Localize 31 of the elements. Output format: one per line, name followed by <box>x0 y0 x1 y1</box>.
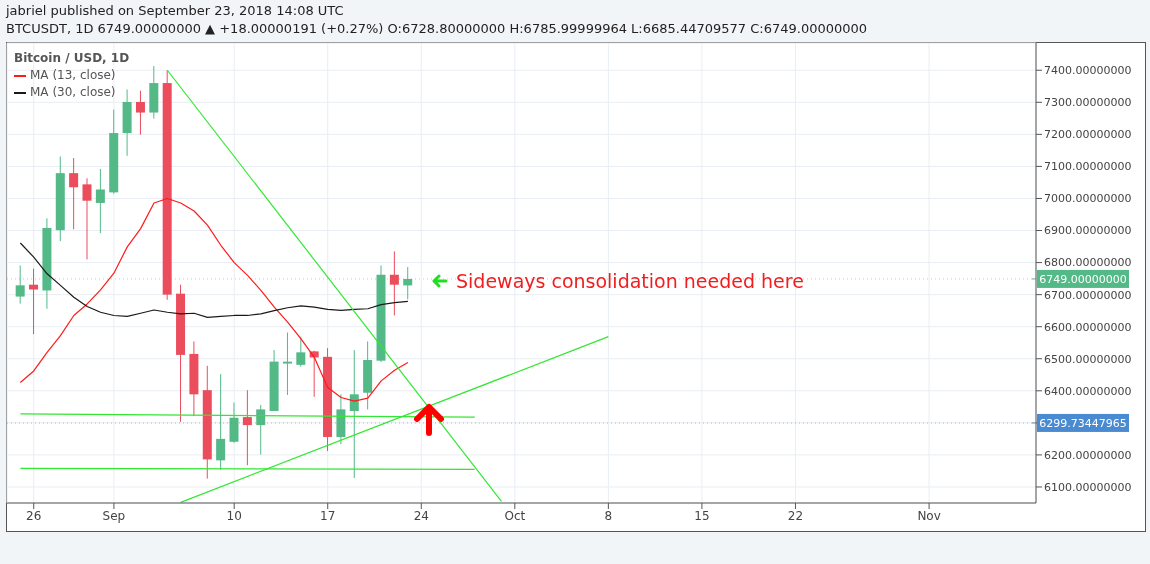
ref-line-label: 6749.00000000 <box>1039 272 1127 286</box>
annotation: Sideways consolidation needed here <box>456 270 804 292</box>
y-tick-label: 7400.00000000 <box>1044 64 1132 78</box>
x-tick-label: 10 <box>226 508 242 523</box>
x-tick-label: 8 <box>604 508 613 523</box>
y-tick-label: 7300.00000000 <box>1044 96 1132 110</box>
ref-line-label: 6299.73447965 <box>1039 416 1127 430</box>
y-tick-label: 6600.00000000 <box>1044 320 1132 334</box>
x-tick-label: 22 <box>787 508 804 523</box>
x-tick-label: 15 <box>694 508 710 523</box>
y-tick-label: 6900.00000000 <box>1044 224 1132 238</box>
legend-label: MA (13, close) <box>29 67 117 84</box>
x-tick-label: 17 <box>320 508 336 523</box>
y-tick-label: 6200.00000000 <box>1044 448 1132 462</box>
y-tick-label: 7100.00000000 <box>1044 160 1132 174</box>
x-tick-label: Oct <box>504 508 526 523</box>
y-tick-label: 6500.00000000 <box>1044 352 1132 366</box>
text: Bitcoin / USD, 1D <box>14 50 130 67</box>
y-tick-label: 6100.00000000 <box>1044 480 1132 494</box>
x-tick-label: 26 <box>26 508 42 523</box>
y-tick-label: 7200.00000000 <box>1044 128 1132 142</box>
y-tick-label: 6700.00000000 <box>1044 288 1132 302</box>
text: jabriel published on September 23, 2018 14:08 UTC <box>6 3 344 18</box>
x-tick-label: Sep <box>102 508 126 523</box>
y-tick-label: 7000.00000000 <box>1044 192 1132 206</box>
chart-subtitle: BTCUSDT, 1D 6749.00000000 ▲ +18.00000191 (+0.27%) O:6728.80000000 H:6785.99999964 L:6685.44709577 C:6749.00000000 <box>6 21 868 36</box>
y-tick-label: 6800.00000000 <box>1044 256 1132 270</box>
x-tick-label: Nov <box>917 508 941 523</box>
legend-label: MA (30, close) <box>29 84 117 101</box>
x-tick-label: 24 <box>413 508 429 523</box>
y-tick-label: 6400.00000000 <box>1044 384 1132 398</box>
